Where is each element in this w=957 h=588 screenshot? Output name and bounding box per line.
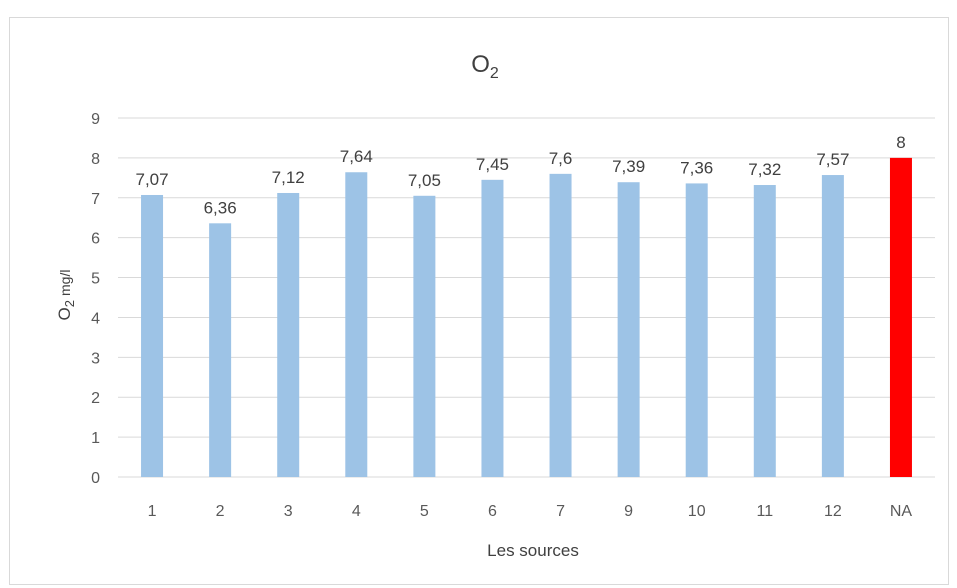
x-tick-label: 1 [148,503,157,520]
chart-frame [9,17,949,585]
gridlines [118,117,935,478]
x-tick-label: 4 [352,503,361,520]
data-label: 7,32 [748,160,781,179]
y-tick-label: 1 [91,430,100,447]
bar [209,223,232,477]
y-tick-label: 9 [91,111,100,128]
bar [345,172,368,477]
y-tick-label: 5 [91,271,100,288]
y-tick-label: 0 [91,470,100,487]
bar [481,179,504,478]
bars [141,157,912,478]
y-tick-label: 7 [91,191,100,208]
bar [277,192,300,478]
data-label: 7,36 [680,158,713,177]
bar [685,183,708,477]
y-tick-label: 4 [91,310,100,327]
data-label: 7,57 [816,150,849,169]
bar [753,185,776,477]
y-tick-label: 3 [91,350,100,367]
data-label: 8 [896,133,905,152]
bar [549,173,572,477]
data-label: 7,6 [549,149,573,168]
x-tick-label: 7 [556,503,565,520]
x-tick-label: 6 [488,503,497,520]
chart-title: O2 [471,51,499,82]
data-labels: 7,07 6,36 7,12 7,64 7,05 7,45 7,6 7,39 7,36 7,32 7… [135,133,905,217]
y-tick-label: 2 [91,390,100,407]
y-tick-label: 6 [91,231,100,248]
x-tick-label: 12 [824,503,842,520]
bar [413,195,436,478]
data-label: 7,12 [272,168,305,187]
x-tick-label: 3 [284,503,293,520]
data-label: 7,45 [476,155,509,174]
x-tick-label: 5 [420,503,429,520]
x-tick-label: 10 [688,503,706,520]
data-label: 7,05 [408,171,441,190]
x-tick-label: 11 [756,503,773,520]
bar [821,175,844,477]
y-tick-label: 8 [91,151,100,168]
data-label: 7,64 [340,147,373,166]
x-tick-label: NA [890,503,913,520]
bar [141,194,164,478]
data-label: 7,39 [612,157,645,176]
data-label: 6,36 [204,198,237,217]
bar [889,157,912,477]
x-tick-label: 9 [624,503,633,520]
data-label: 7,07 [135,170,168,189]
x-axis-label: Les sources [487,541,579,560]
y-axis-label: O2mg/l [55,270,77,321]
x-axis-ticks: 1 2 3 4 5 6 7 9 10 11 12 NA [148,503,913,520]
x-tick-label: 2 [216,503,225,520]
y-axis-ticks: 0 1 2 3 4 5 6 7 8 9 [91,111,100,487]
bar [617,182,640,477]
